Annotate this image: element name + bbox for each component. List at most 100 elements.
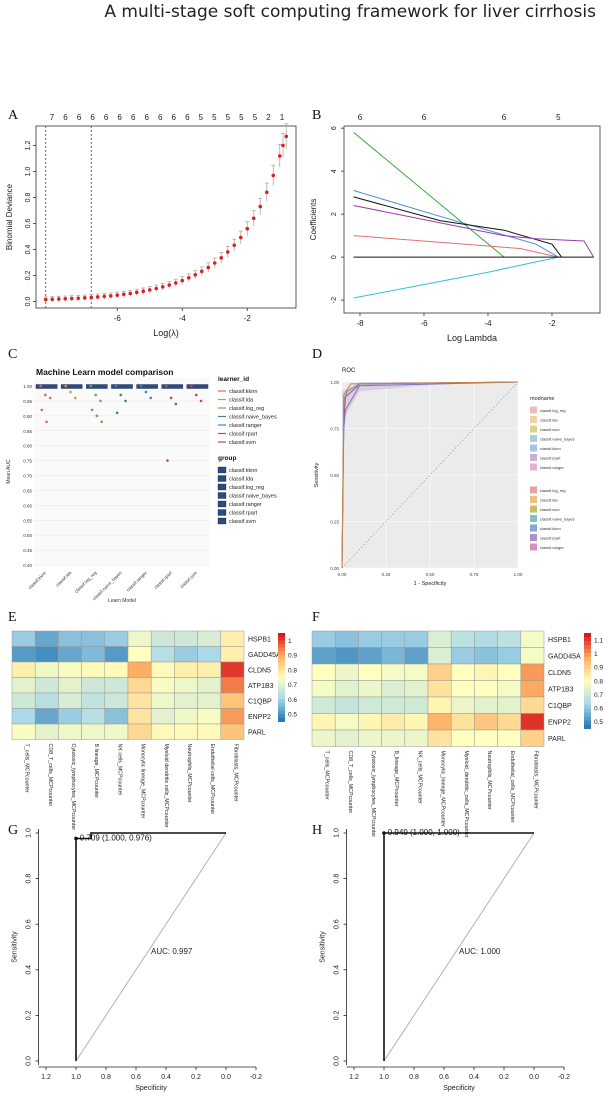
heatmap-cell (104, 661, 129, 678)
heatmap-cell (381, 630, 406, 648)
legend-label: classif.rpart (540, 536, 561, 541)
auc-point (190, 384, 193, 388)
panel-a-lasso-deviance-chart: 7 6 6 6 6 6 6 6 6 6 6 5 5 5 5 5 2 1-6 -4 -20.00.20.40.60.81… (5, 113, 297, 338)
y-tick-label: 1.0 (25, 167, 32, 177)
heatmap-cell (34, 708, 59, 725)
plot-background (34, 378, 210, 565)
deviance-point (186, 276, 191, 280)
heatmap-cell (404, 713, 429, 731)
heatmap-cell (81, 630, 106, 647)
heatmap-cell (358, 647, 382, 665)
legend-label-learner: classif.naive_bayes (229, 415, 277, 421)
legend-swatch (530, 543, 537, 551)
heatmap-cell (81, 692, 106, 709)
heatmap-cell (11, 708, 36, 725)
top-tick-label: 6 (104, 113, 109, 122)
x-tick-label: 1.00 (514, 572, 523, 577)
y-tick-label: 2 (331, 212, 338, 216)
heatmap-cell (127, 646, 152, 663)
auc-point (166, 459, 169, 462)
heatmap-cell (34, 661, 59, 678)
coefficient-path-line (353, 196, 563, 258)
color-scale-label: 0.8 (288, 667, 297, 674)
y-tick-label: 1.0 (26, 828, 33, 838)
heatmap-cell (127, 723, 152, 740)
heatmap-cell (104, 630, 129, 647)
heatmap-cell (197, 677, 222, 694)
color-scale-segment (584, 676, 591, 682)
heatmap-cell (497, 663, 522, 681)
heatmap-cell (127, 677, 152, 694)
deviance-point (271, 173, 276, 178)
heatmap-cell (334, 696, 359, 714)
heatmap-cell (334, 713, 359, 731)
chance-diagonal (341, 381, 519, 569)
deviance-point (128, 291, 133, 296)
y-tick-label: 0.0 (25, 297, 32, 307)
x-tick-label: 0.6 (439, 1074, 449, 1081)
heatmap-cell (450, 696, 475, 714)
y-tick-label: 0.45 (23, 548, 32, 553)
legend-label: classif.naive_bayes (540, 437, 575, 442)
heatmap-cell (450, 680, 475, 698)
x-tick-label: 0.8 (101, 1074, 111, 1081)
heatmap-cell (404, 680, 429, 698)
color-scale-segment (584, 672, 591, 678)
heatmap-cell (150, 630, 175, 647)
heatmap-cell (197, 692, 222, 709)
heatmap-cell (150, 646, 175, 663)
deviance-point (238, 235, 243, 240)
threshold-label: 0.709 (1.000, 0.976) (80, 833, 152, 842)
legend-label-learner: classif.kknn (229, 389, 257, 395)
auc-point (149, 396, 153, 400)
top-tick-label: 7 (50, 113, 55, 122)
coefficient-path-line (353, 190, 559, 258)
heatmap-cell (381, 713, 406, 731)
color-scale-segment (278, 647, 285, 652)
panel-c-model-comparison-chart: Machine Learn model comparison 0.40 0.45 0.… (6, 367, 277, 604)
heatmap-cell (427, 663, 452, 681)
auc-point (164, 384, 168, 388)
legend-label-group: classif.naive_bayes (229, 494, 277, 500)
x-axis-label: Log(λ) (153, 328, 179, 338)
row-label: ENPP2 (548, 719, 571, 726)
deviance-point (232, 243, 237, 248)
row-label: CLDN5 (548, 670, 571, 677)
column-label: T_cells_MCPcounter (324, 751, 330, 800)
color-scale-segment (584, 664, 591, 670)
x-axis-label: Learn Model (108, 598, 136, 604)
heatmap-cell (358, 680, 382, 698)
deviance-point (173, 281, 178, 285)
heatmap-cell (520, 713, 545, 731)
legend-label: classif.lda (540, 418, 558, 423)
color-scale-segment (584, 640, 591, 646)
heatmap-cell (174, 646, 198, 663)
y-tick-label: -2 (331, 297, 338, 303)
y-tick-label: 0.40 (23, 563, 32, 568)
legend-label: classif.naive_bayes (540, 517, 575, 522)
heatmap-cell (474, 630, 498, 648)
color-scale-segment (278, 662, 285, 667)
heatmap-cell (381, 680, 406, 698)
legend-label-learner: classif.log_reg (229, 406, 264, 412)
color-scale-segment (584, 696, 591, 702)
heatmap-cell (497, 647, 522, 665)
row-label: CLDN5 (248, 667, 271, 674)
heatmap-cell (334, 630, 359, 648)
legend-swatch (530, 505, 537, 513)
column-label: Endothelial cells_MCPcounter (209, 744, 215, 815)
legend-swatch (530, 425, 537, 433)
auc-point (69, 390, 72, 394)
heatmap-cell (34, 646, 59, 663)
legend-label-learner: classif.ranger (229, 423, 262, 429)
legend-label: classif.svm (540, 507, 560, 512)
y-tick-label: 0.4 (26, 965, 33, 975)
panel-b-lasso-coefficient-chart: 6 6 6 5 -8 -6 -4 -2 -2 0 2 4 6 Log Lambda Coefficients (309, 113, 601, 343)
heatmap-cell (174, 723, 198, 740)
legend-label-group: classif.kknn (229, 468, 257, 474)
x-tick-label: 1.2 (349, 1074, 359, 1081)
panel-label-c: C (8, 347, 18, 362)
heatmap-cell (150, 692, 175, 709)
heatmap-cell (381, 729, 406, 747)
panel-g-roc-chart: 0.0 0.2 0.4 0.6 0.8 1.0 1.2 1.0 0.8 0.6 0.4 0.2 0.0 -… (12, 828, 263, 1092)
